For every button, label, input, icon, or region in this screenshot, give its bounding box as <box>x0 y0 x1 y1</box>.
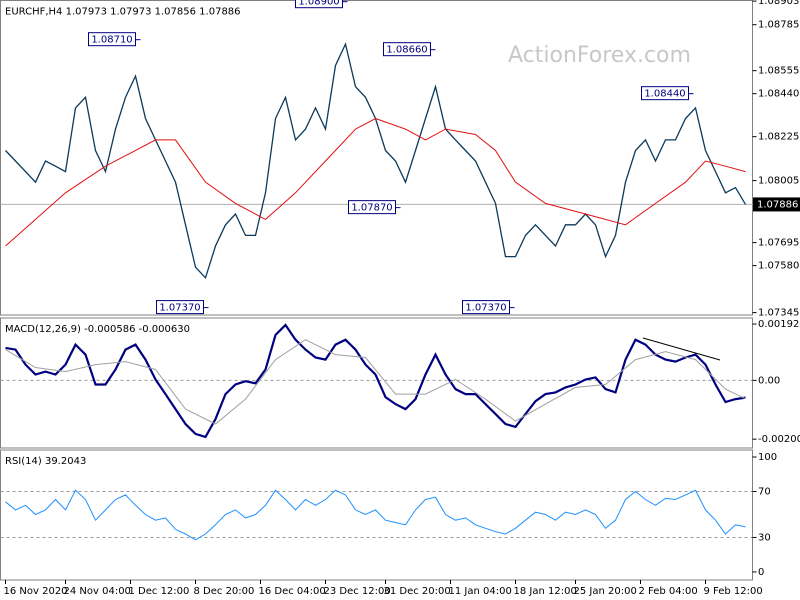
y-tick-label: 1.07345 <box>758 308 799 319</box>
annotation-label: 1.07870 <box>351 203 392 214</box>
last-price-box <box>753 197 800 212</box>
panel-frame <box>0 0 753 316</box>
panel-title: RSI(14) 39.2043 <box>5 456 86 467</box>
annotation-label: 1.07370 <box>159 303 200 314</box>
annotation-box <box>383 42 431 57</box>
annotation-label: 1.08440 <box>644 89 685 100</box>
y-tick-label: -0.002008 <box>758 434 800 445</box>
panel-frame <box>0 317 753 449</box>
x-tick-label: 24 Nov 04:00 <box>64 586 131 597</box>
x-tick-label: 1 Dec 12:00 <box>129 586 190 597</box>
annotation-box <box>348 200 396 215</box>
x-tick-label: 25 Jan 20:00 <box>574 586 637 597</box>
panel-frame <box>0 449 753 581</box>
y-tick-label: 1.08785 <box>758 20 799 31</box>
x-tick-label: 31 Dec 20:00 <box>384 586 451 597</box>
y-tick-label: 1.08903 <box>758 0 799 7</box>
annotation-label: 1.08900 <box>298 0 339 8</box>
x-tick-label: 23 Dec 12:00 <box>324 586 391 597</box>
annotation-label: 1.07370 <box>465 303 506 314</box>
annotation-label: 1.08710 <box>91 35 132 46</box>
x-tick-label: 9 Feb 12:00 <box>704 586 763 597</box>
series-line <box>5 489 746 541</box>
series-line <box>5 117 746 247</box>
x-tick-label: 18 Jan 12:00 <box>514 586 577 597</box>
y-tick-label: 30 <box>758 532 771 543</box>
panel-title: MACD(12,26,9) -0.000586 -0.000630 <box>5 324 190 335</box>
y-tick-label: 1.08225 <box>758 132 799 143</box>
y-tick-label: 1.07580 <box>758 261 799 272</box>
trend-line <box>642 337 721 361</box>
y-tick-label: 0.00 <box>758 375 780 386</box>
annotation-box <box>295 0 343 9</box>
panel-title: EURCHF,H4 1.07973 1.07973 1.07856 1.0788… <box>5 7 241 18</box>
x-tick-label: 2 Feb 04:00 <box>639 586 698 597</box>
series-line <box>5 339 746 425</box>
annotation-box <box>462 300 510 315</box>
x-tick-label: 11 Jan 04:00 <box>449 586 512 597</box>
annotation-box <box>156 300 204 315</box>
y-tick-label: 1.07695 <box>758 238 799 249</box>
x-tick-label: 16 Dec 04:00 <box>259 586 326 597</box>
annotation-box <box>88 32 136 47</box>
y-tick-label: 1.08005 <box>758 176 799 187</box>
y-tick-label: 70 <box>758 486 771 497</box>
y-tick-label: 0 <box>758 567 764 578</box>
y-tick-label: 100 <box>758 452 777 463</box>
x-tick-label: 16 Nov 2020 <box>4 586 68 597</box>
annotation-box <box>641 86 689 101</box>
y-tick-label: 0.001924 <box>758 319 800 330</box>
y-tick-label: 1.08440 <box>758 89 799 100</box>
watermark: ActionForex.com <box>508 43 691 68</box>
x-tick-label: 8 Dec 20:00 <box>194 586 255 597</box>
y-tick-label: 1.08555 <box>758 66 799 77</box>
last-price-label: 1.07886 <box>757 199 798 210</box>
annotation-label: 1.08660 <box>386 45 427 56</box>
